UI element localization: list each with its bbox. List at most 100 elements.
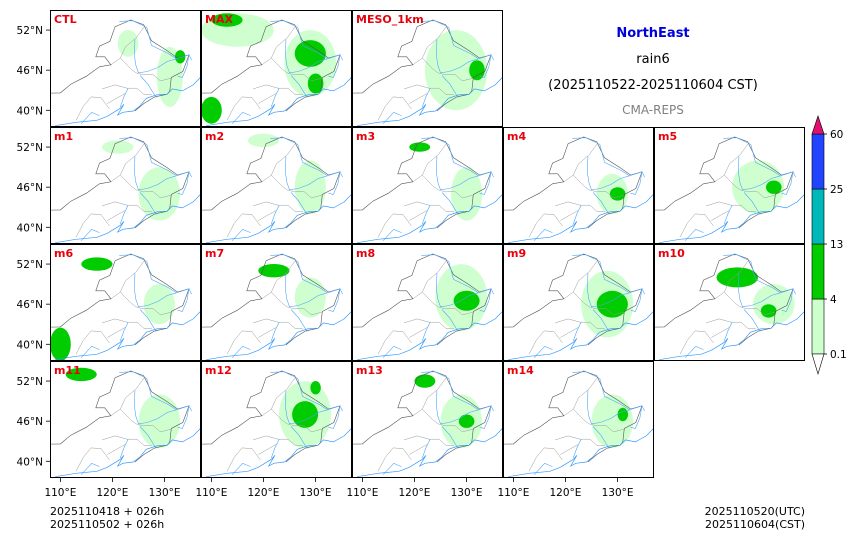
precip-area (310, 381, 321, 395)
river (743, 192, 761, 215)
panel-label: m8 (356, 247, 375, 260)
river (592, 192, 610, 215)
province-border (422, 174, 473, 199)
river (270, 371, 343, 412)
river (134, 39, 177, 74)
province-border (271, 174, 322, 199)
precip-area (211, 13, 243, 27)
province-border (573, 174, 624, 199)
river (328, 288, 341, 312)
province-border (714, 259, 750, 300)
province-border (409, 210, 428, 221)
river (290, 75, 308, 98)
river (139, 309, 157, 332)
country-border (201, 19, 341, 112)
coastline (357, 427, 503, 478)
river (80, 111, 100, 124)
panel-label: MAX (205, 13, 233, 26)
river (382, 111, 402, 124)
precip-area (50, 327, 71, 361)
province-border (110, 25, 146, 66)
river (119, 137, 192, 178)
panel-frame (352, 10, 503, 127)
province-border (258, 93, 277, 104)
province-border (261, 376, 297, 417)
river (587, 390, 630, 425)
x-tick-label: 120°E (550, 487, 582, 499)
precip-area (596, 290, 628, 318)
province-border (409, 327, 428, 338)
map-panel: MAX (201, 10, 352, 127)
panel-frame (503, 244, 654, 361)
coastline (206, 310, 352, 361)
province-border (555, 318, 606, 330)
panel-label: m3 (356, 130, 375, 143)
province-border (110, 259, 146, 300)
province-border (528, 213, 563, 238)
panel-label: m4 (507, 130, 526, 143)
precip-area (307, 73, 324, 94)
province-border (75, 96, 110, 121)
panel-map-area (654, 136, 805, 244)
province-border (573, 408, 624, 433)
coastline (357, 193, 503, 244)
axes: 40°N 46°N 52°N 40°N 46°N 52°N 40°N 46°N 52°N 40°N… (17, 25, 634, 499)
province-border (253, 201, 304, 213)
y-tick-label: 52°N (17, 25, 43, 37)
river (723, 137, 796, 178)
river (177, 54, 190, 78)
y-tick-label: 40°N (17, 105, 43, 117)
river (119, 20, 192, 61)
panel-label: m12 (205, 364, 232, 377)
y-tick-label: 46°N (17, 182, 43, 194)
panel-label: m13 (356, 364, 383, 377)
colorbar-extend-min (811, 353, 825, 376)
province-border (528, 447, 563, 472)
country-border (352, 19, 492, 112)
river (572, 371, 645, 412)
x-tick-label: 110°E (346, 487, 378, 499)
precip-area (469, 60, 485, 81)
river (270, 254, 343, 295)
river (436, 39, 479, 74)
province-border (412, 376, 448, 417)
country-border (50, 370, 190, 463)
province-border (110, 376, 146, 417)
province-border (102, 84, 153, 96)
river (177, 405, 190, 429)
river (270, 137, 343, 178)
river (382, 228, 402, 241)
panel-background (201, 244, 352, 361)
coastline (659, 193, 805, 244)
province-border (711, 210, 730, 221)
river (328, 54, 341, 78)
province-border (377, 96, 412, 121)
province-border (271, 57, 322, 82)
province-border (560, 327, 579, 338)
panel-background (50, 244, 201, 361)
province-border (422, 291, 473, 316)
panel-map-area (201, 133, 352, 244)
river (134, 156, 177, 191)
panel-background (503, 127, 654, 244)
river (421, 254, 494, 295)
river (479, 405, 492, 429)
province-border (258, 327, 277, 338)
y-tick-label: 40°N (17, 222, 43, 234)
river (285, 390, 328, 425)
precip-area (453, 290, 480, 311)
river (630, 405, 643, 429)
river (231, 228, 251, 241)
province-border (271, 408, 322, 433)
river (231, 462, 251, 475)
panel-map-area (352, 370, 503, 478)
river (724, 205, 733, 225)
precip-area (294, 40, 326, 67)
river (479, 54, 492, 78)
province-border (528, 330, 563, 355)
region-title: NorthEast (616, 26, 689, 41)
panel-label: m9 (507, 247, 526, 260)
precip-area (760, 304, 777, 318)
province-border (75, 213, 110, 238)
province-border (120, 174, 171, 199)
